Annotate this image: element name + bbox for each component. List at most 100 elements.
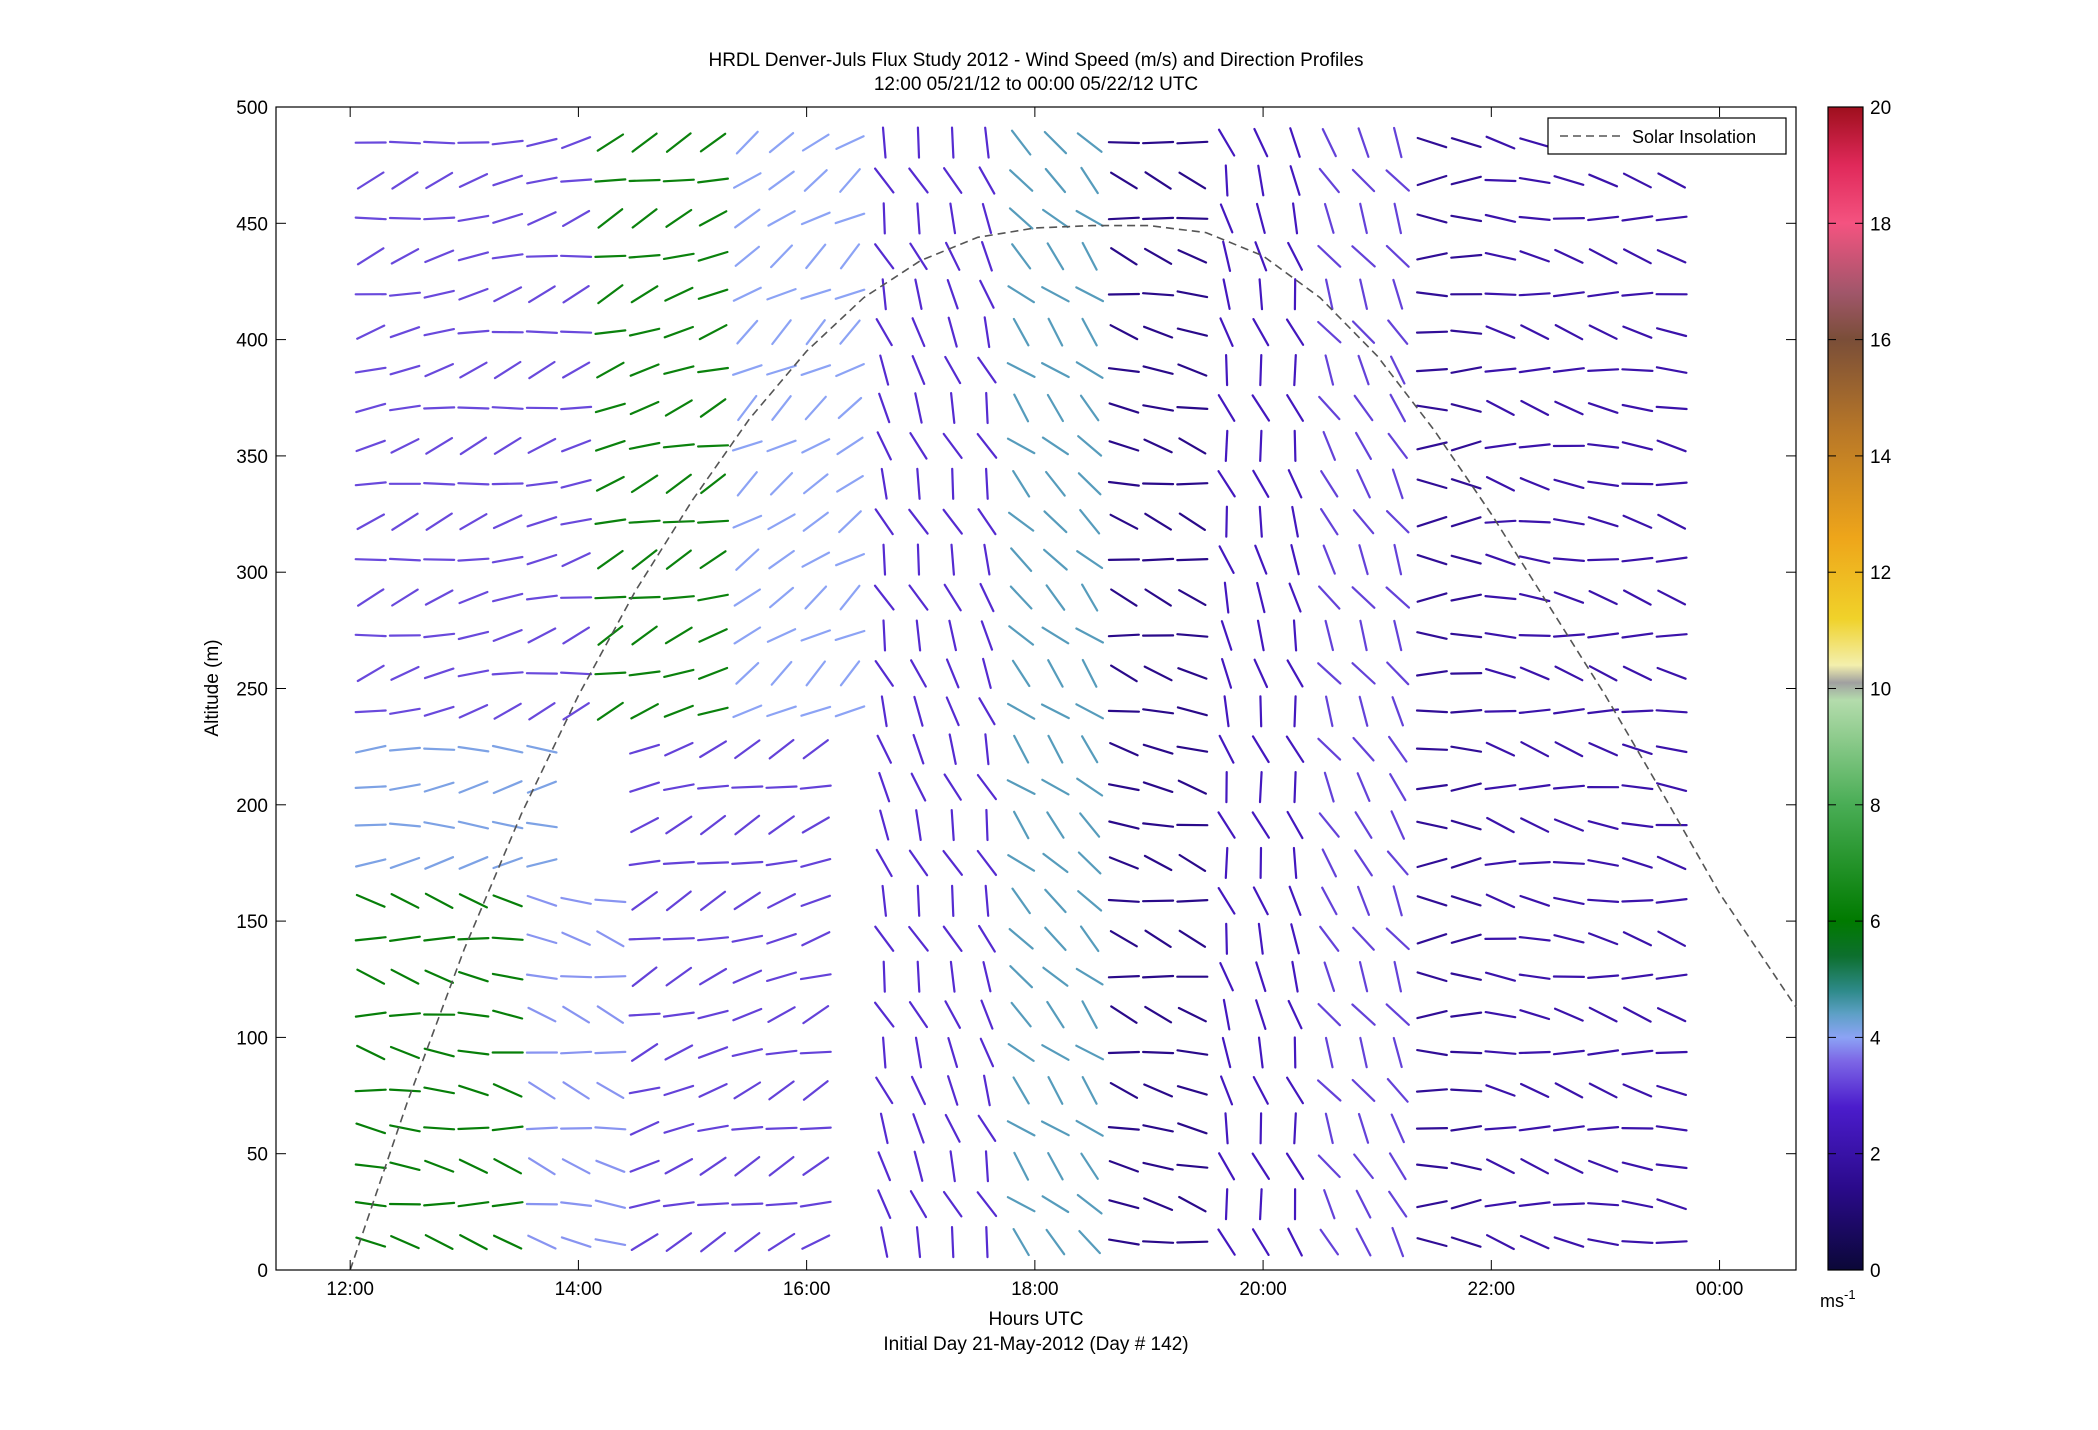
wind-barb: [1109, 142, 1139, 143]
wind-barb: [561, 976, 591, 977]
x-tick-label: 12:00: [326, 1279, 374, 1300]
y-tick-label: 400: [236, 331, 268, 352]
wind-barb: [1486, 180, 1516, 181]
wind-barb: [390, 559, 420, 561]
x-axis-label: Hours UTC: [988, 1309, 1083, 1330]
plot-area: [276, 107, 1796, 1270]
wind-barb: [1143, 218, 1173, 219]
chart-subtitle: 12:00 05/21/12 to 00:00 05/22/12 UTC: [874, 74, 1198, 95]
wind-barb: [595, 976, 625, 977]
y-tick-label: 150: [236, 912, 268, 933]
y-tick-label: 100: [236, 1028, 268, 1049]
wind-barb: [1451, 1052, 1481, 1053]
wind-barb: [1177, 218, 1207, 219]
wind-barb: [952, 128, 953, 158]
wind-barb: [1295, 696, 1296, 726]
wind-barb: [1226, 1189, 1227, 1219]
wind-barb: [1109, 559, 1139, 560]
wind-barb: [458, 938, 488, 939]
wind-barb: [1226, 355, 1227, 385]
y-tick-label: 450: [236, 214, 268, 235]
wind-barb: [356, 559, 386, 560]
wind-barb: [356, 635, 386, 636]
wind-barb: [458, 408, 488, 409]
wind-barb: [1143, 484, 1173, 485]
y-tick-label: 350: [236, 447, 268, 468]
wind-barb: [698, 445, 728, 446]
wind-barb: [918, 886, 919, 916]
wind-barb: [1657, 1052, 1687, 1053]
wind-barb: [767, 787, 797, 788]
wind-barb: [527, 331, 557, 333]
colorbar-tick-label: 2: [1870, 1145, 1881, 1166]
wind-barb: [1143, 1241, 1173, 1243]
wind-barb: [424, 483, 454, 484]
colorbar-tick-label: 12: [1870, 563, 1891, 584]
wind-barb: [986, 1227, 987, 1257]
colorbar-tick-label: 10: [1870, 680, 1891, 701]
wind-barb: [884, 962, 885, 992]
wind-barb: [561, 1128, 591, 1129]
wind-barb: [1226, 431, 1228, 461]
wind-barb: [1226, 507, 1227, 537]
wind-barb: [630, 597, 660, 598]
wind-barb: [1109, 1052, 1139, 1053]
wind-barb: [1295, 431, 1296, 461]
wind-barb: [630, 180, 660, 181]
wind-barb: [1177, 142, 1207, 144]
wind-barb: [561, 256, 591, 257]
wind-barb: [1520, 1052, 1550, 1053]
wind-barb: [884, 203, 885, 233]
wind-barb: [1554, 218, 1584, 219]
wind-barb: [1177, 483, 1207, 484]
x-tick-label: 18:00: [1011, 1279, 1059, 1300]
wind-barb: [767, 1128, 797, 1129]
wind-barb: [1109, 635, 1139, 637]
y-tick-label: 0: [257, 1261, 268, 1282]
wind-barb: [1143, 142, 1173, 143]
wind-barb: [1554, 1204, 1584, 1205]
wind-barb: [1143, 901, 1173, 902]
wind-barb: [1177, 1242, 1207, 1243]
wind-barb: [732, 1204, 762, 1205]
wind-barb: [884, 621, 886, 651]
wind-barb: [1109, 294, 1139, 295]
wind-barb: [884, 545, 886, 575]
wind-barb: [424, 749, 454, 750]
wind-barb: [424, 142, 454, 143]
y-tick-label: 250: [236, 680, 268, 701]
wind-barb: [390, 218, 420, 219]
wind-barb: [595, 597, 625, 598]
wind-barb: [1109, 711, 1139, 712]
wind-barb: [1226, 924, 1227, 954]
wind-barb: [630, 938, 660, 939]
wind-barb: [1622, 711, 1652, 712]
wind-barb: [1520, 635, 1550, 636]
wind-barb: [1143, 1052, 1173, 1053]
wind-barb: [952, 886, 953, 916]
colorbar-unit: ms-1: [1820, 1287, 1856, 1311]
x-tick-label: 14:00: [555, 1279, 603, 1300]
wind-barb: [952, 469, 953, 499]
wind-barb: [986, 810, 987, 840]
y-tick-label: 500: [236, 98, 268, 119]
wind-barb: [458, 483, 488, 484]
wind-barb: [1486, 294, 1516, 295]
y-axis-label: Altitude (m): [202, 639, 223, 736]
wind-barb: [356, 1090, 386, 1092]
wind-barb: [1260, 1189, 1262, 1219]
wind-barb: [1294, 355, 1296, 385]
wind-barb: [1295, 772, 1296, 802]
wind-barb: [1260, 696, 1261, 726]
wind-barb: [1622, 484, 1652, 485]
wind-barb: [1260, 431, 1261, 461]
wind-barb: [801, 1128, 831, 1130]
wind-barb: [1109, 218, 1139, 220]
wind-barb: [732, 787, 762, 788]
wind-barb: [1417, 1128, 1447, 1129]
wind-barb: [424, 407, 454, 408]
legend-label: Solar Insolation: [1632, 127, 1756, 147]
